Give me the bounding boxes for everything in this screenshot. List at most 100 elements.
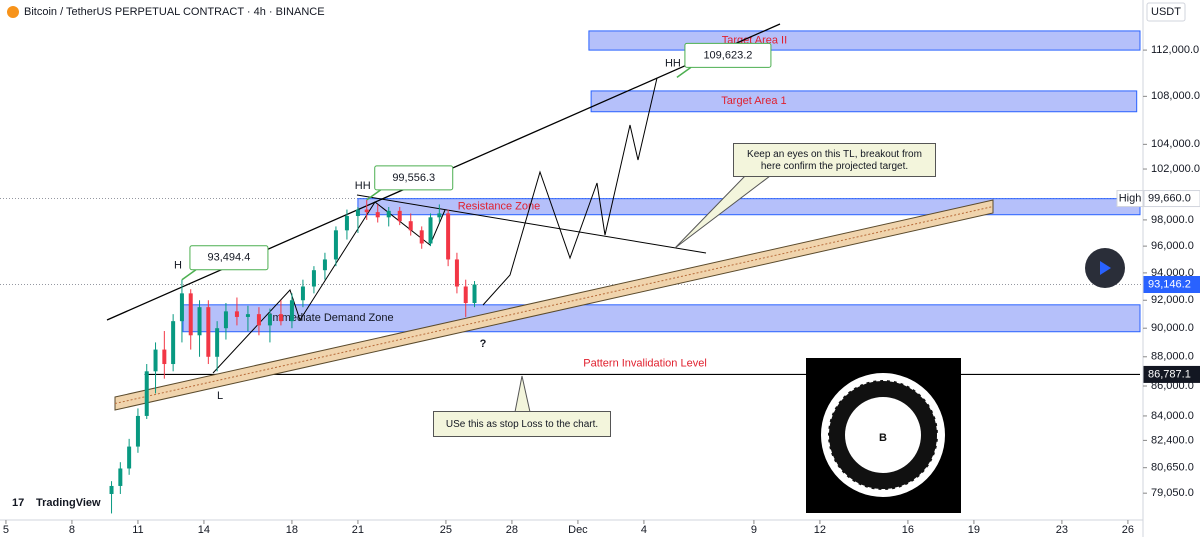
zone-label: Resistance Zone	[458, 201, 541, 213]
note: L	[217, 390, 223, 402]
candle-body	[463, 286, 468, 304]
price-marker	[1143, 190, 1200, 208]
candle-body	[364, 209, 369, 213]
support-midline	[114, 206, 994, 404]
zone	[588, 30, 1141, 51]
x-tick-label: 14	[198, 524, 210, 536]
y-tick-label: 108,000.0	[1151, 90, 1200, 102]
marker-tag: High	[1119, 192, 1142, 204]
x-tick-label: Dec	[568, 524, 588, 536]
candle-body	[109, 485, 114, 494]
play-icon	[1100, 261, 1111, 275]
candle-body	[446, 213, 451, 260]
zone	[590, 90, 1138, 113]
x-tick-label: 8	[69, 524, 75, 536]
candle-body	[223, 311, 228, 329]
candle-body	[127, 446, 132, 469]
candle-body	[179, 293, 184, 322]
x-tick-label: 26	[1122, 524, 1134, 536]
candle-body	[344, 216, 349, 231]
candle-body	[322, 259, 327, 271]
candle-body	[386, 210, 391, 218]
symbol-icon	[7, 6, 19, 18]
price-marker-label: 93,146.2	[1148, 278, 1191, 290]
logo-center	[845, 397, 921, 473]
label-pointer	[181, 269, 197, 281]
x-tick-label: 25	[440, 524, 452, 536]
y-tick-label: 88,000.0	[1151, 351, 1194, 363]
zone	[182, 304, 1141, 333]
candle-body	[153, 349, 158, 372]
candle-body	[454, 259, 459, 287]
price-marker-label: 99,660.0	[1148, 192, 1191, 204]
callout: USe this as stop Loss to the chart.	[433, 411, 611, 437]
candle-body	[215, 328, 220, 357]
price-tag: H	[174, 260, 182, 272]
candle-body	[311, 270, 316, 287]
y-tick-label: 104,000.0	[1151, 138, 1200, 150]
candle-body	[428, 217, 433, 244]
y-tick-label: 98,000.0	[1151, 214, 1194, 226]
y-tick-label: 80,650.0	[1151, 462, 1194, 474]
note: ?	[480, 338, 487, 350]
candle-body	[118, 468, 123, 486]
y-tick-label: 96,000.0	[1151, 240, 1194, 252]
price-label: 99,556.3	[392, 172, 435, 184]
price-label: 109,623.2	[703, 49, 752, 61]
x-tick-label: 16	[902, 524, 914, 536]
zone-label: Immediate Demand Zone	[269, 312, 393, 324]
x-tick-label: 12	[814, 524, 826, 536]
y-tick-label: 82,400.0	[1151, 434, 1194, 446]
y-tick-label: 90,000.0	[1151, 322, 1194, 334]
candle-body	[300, 286, 305, 301]
marker-tag-box	[1116, 190, 1144, 208]
label-pointer	[366, 189, 382, 201]
x-tick-label: 23	[1056, 524, 1068, 536]
candle-body	[289, 300, 294, 322]
candle-body	[245, 314, 250, 317]
candle-body	[419, 230, 424, 244]
chart-title: Bitcoin / TetherUS PERPETUAL CONTRACT · …	[24, 6, 325, 18]
price-label: 93,494.4	[208, 252, 251, 264]
price-tag: HH	[665, 57, 681, 69]
candle-body	[472, 284, 477, 304]
y-tick-label: 102,000.0	[1151, 163, 1200, 175]
candle-body	[408, 221, 413, 231]
candle-body	[437, 213, 442, 218]
projection-path	[482, 77, 658, 306]
candle-body	[162, 349, 167, 365]
x-tick-label: 4	[641, 524, 647, 536]
candle-body	[256, 314, 261, 326]
x-tick-label: 21	[352, 524, 364, 536]
price-marker	[1143, 365, 1200, 383]
brand: TradingView	[36, 497, 101, 509]
callout: Keep an eyes on this TL, breakout from h…	[733, 143, 936, 177]
currency: USDT	[1151, 6, 1181, 18]
candle-body	[135, 415, 140, 447]
level-label: Pattern Invalidation Level	[583, 357, 707, 369]
candle-body	[206, 307, 211, 357]
candle-body	[197, 307, 202, 336]
price-label-box	[684, 42, 772, 68]
candle-body	[278, 314, 283, 322]
y-tick-label: 94,000.0	[1151, 267, 1194, 279]
logo-b: B	[879, 432, 887, 444]
brand-logo: 17	[12, 497, 24, 509]
y-tick-label: 92,000.0	[1151, 294, 1194, 306]
x-tick-label: 18	[286, 524, 298, 536]
candle-body	[267, 314, 272, 326]
candle-body	[171, 321, 176, 365]
trendline	[356, 194, 707, 254]
candle-body	[234, 311, 239, 317]
candle-body	[188, 293, 193, 336]
candle-body	[397, 210, 402, 222]
x-tick-label: 28	[506, 524, 518, 536]
candle-body	[375, 212, 380, 218]
candle-body	[144, 371, 149, 416]
price-label-box	[189, 245, 269, 271]
y-tick-label: 112,000.0	[1151, 44, 1199, 56]
price-marker-label: 86,787.1	[1148, 368, 1191, 380]
y-tick-label: 79,050.0	[1151, 487, 1194, 499]
price-tag: HH	[355, 180, 371, 192]
